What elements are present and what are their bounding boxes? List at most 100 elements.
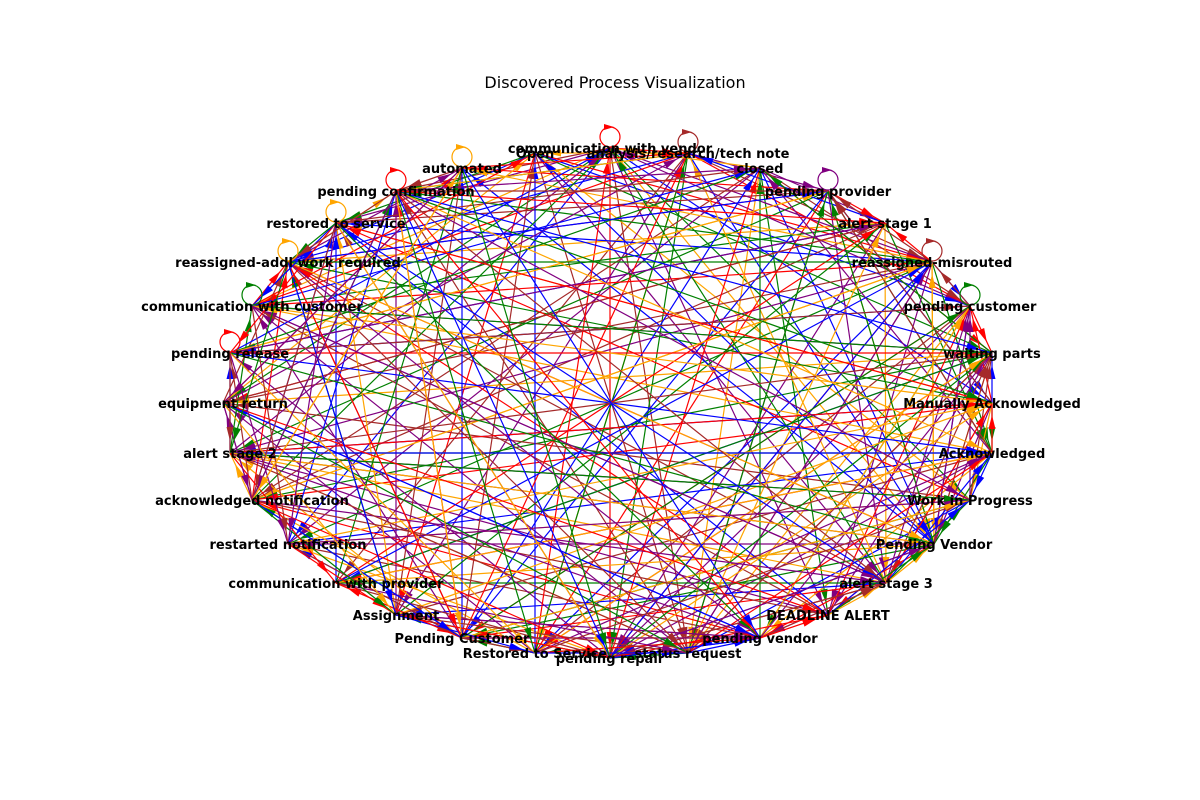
edge-equipment-return-to-pending-vendor [222,402,761,639]
edge-reassigned-misrouted-to-restored-to-service-cap [534,261,933,654]
edge-arrowhead [280,517,288,533]
node-label-equipment-return: equipment return [158,397,288,412]
edge-arrowhead [514,632,527,645]
edge-alert-stage-2-to-communication-with-vendor [229,147,611,454]
edge-alert-stage-3-to-assignment [395,582,887,616]
edge-acknowledged-to-pending-provider [827,190,993,454]
edge-arrowhead [977,327,987,343]
edge-pending-vendor-to-waiting-parts [759,352,993,639]
edge-arrowhead [863,564,877,576]
edge-arrowhead [801,180,817,188]
edge-arrowhead [473,169,489,177]
edge-arrowhead [914,521,927,535]
edge-arrowhead [966,356,981,365]
edge-arrowhead [968,459,982,471]
edge-arrowhead [975,413,986,428]
edge-arrowhead [940,520,951,534]
edge-arrowhead [226,427,234,441]
edge-arrowhead [859,586,875,594]
edge-communication-with-provider-to-reassigned-misrouted [335,261,933,584]
edge-arrowhead [910,550,925,562]
edge-closed-to-status-request [687,167,761,654]
edge-pending-confirmation-to-acknowledged [395,190,993,454]
edge-reassigned-addl-work-required-to-pending-vendor [287,261,761,639]
edge-analysis-research-tech-note-to-communication-with-provider [335,152,689,584]
edge-communication-with-vendor-to-restarted-notification [287,147,611,545]
edge-communication-with-customer-to-alert-stage-3 [251,305,887,584]
edge-arrowhead [946,288,960,300]
edge-pending-repair-to-pending-vendor-cap [609,543,935,659]
node-label-communication-with-provider: communication with provider [228,577,444,592]
edge-arrowhead [966,390,981,399]
edge-arrowhead [407,179,422,188]
edge-arrowhead [928,273,936,289]
edge-arrowhead [298,244,312,256]
edge-arrowhead [831,202,839,217]
edge-status-request-to-pending-confirmation [395,190,689,654]
edge-acknowledged-to-pending-repair [609,452,993,659]
edge-arrowhead [508,642,524,650]
edge-arrowhead [454,611,462,627]
edge-communication-with-vendor-to-communication-with-customer [251,147,611,307]
edge-alert-stage-1-to-analysis-research-tech-note [687,152,886,224]
edge-arrowhead [663,637,678,648]
edge-deadline-alert-to-communication-with-customer [251,305,829,616]
edge-acknowledged-notification-to-reassigned-misrouted [251,261,933,501]
edge-arrowhead [346,227,362,237]
self-loop-arrowhead [456,144,466,150]
edge-arrowhead [939,271,952,284]
edge-arrowhead [260,285,273,298]
edge-waiting-parts-to-equipment-return [222,352,993,404]
edge-arrowhead [965,401,981,409]
self-loop-arrowhead [224,329,234,335]
edge-pending-confirmation-to-acknowledged-notification [251,190,397,501]
node-label-analysis-research-tech-note: analysis/research/tech note [587,147,790,162]
edge-reassigned-misrouted-to-communication-with-vendor [609,147,933,263]
edge-pending-customer-to-communication-with-vendor [609,147,971,307]
edge-arrowhead [908,530,924,540]
node-label-pending-vendor: pending vendor [702,632,818,647]
self-loop-arrowhead [282,238,292,244]
node-label-automated: automated [422,162,502,177]
edge-arrowhead [673,163,683,179]
edge-status-request-to-communication-with-customer [251,305,689,654]
edge-alert-stage-3-to-waiting-parts [885,352,993,584]
edge-arrowhead [699,157,714,166]
edge-communication-with-customer-to-waiting-parts [251,305,993,354]
self-loop-arrowhead [390,167,400,173]
edge-arrowhead [587,155,601,168]
edge-arrowhead [968,409,983,421]
edge-arrowhead [373,596,387,608]
edge-alert-stage-2-to-manually-acknowledged [229,402,993,454]
edge-automated-to-pending-repair [461,167,611,659]
self-loop-arrowhead [822,167,832,173]
edge-pending-vendor-to-restarted-notification [287,543,761,639]
edge-arrowhead [859,576,875,584]
edge-arrowhead [295,521,308,535]
edge-waiting-parts-to-acknowledged-notification [251,352,993,501]
edge-arrowhead [527,164,535,180]
edge-pending-repair-to-manually-acknowledged [609,402,993,659]
edge-arrowhead [975,474,985,490]
node-label-alert-stage-1: alert stage 1 [838,217,932,232]
edge-communication-with-provider-to-acknowledged [335,452,993,584]
edge-pending-customer-to-status-request [687,305,971,654]
edge-arrowhead [663,158,678,169]
edge-pending-release-to-closed [229,167,761,354]
edge-arrowhead [802,603,817,612]
edge-communication-with-customer-to-reassigned-addl-work-required [251,261,289,307]
edge-pending-release-to-pending-vendor-cap [229,352,935,545]
edge-pending-confirmation-to-closed [395,167,761,192]
edge-arrowhead [599,632,607,647]
edge-arrowhead [740,615,753,629]
edge-acknowledged-notification-to-alert-stage-3 [251,499,887,584]
edge-arrowhead [972,462,985,476]
edge-reassigned-addl-work-required-to-pending-customer-cap [287,261,463,639]
edge-arrowhead [316,560,329,574]
edge-arrowhead [894,230,908,243]
edge-reassigned-misrouted-to-automated [461,167,933,263]
node-label-waiting-parts: waiting parts [943,347,1041,362]
edge-arrowhead [585,153,600,164]
edge-automated-to-acknowledged-notification [251,167,463,501]
node-label-pending-release: pending release [171,347,289,362]
